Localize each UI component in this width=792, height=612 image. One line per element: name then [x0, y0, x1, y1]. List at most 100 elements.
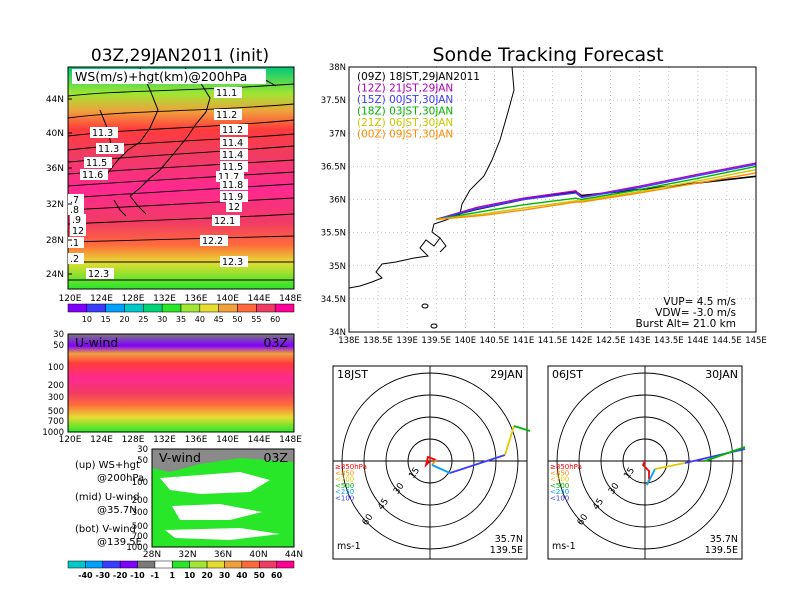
height-label-bg — [200, 235, 228, 246]
legend-bot-1: (bot) V-wind — [75, 524, 136, 535]
tracking-legend-entry: (00Z) 09JST,30JAN — [357, 129, 453, 141]
ws-colorbar-swatch — [161, 303, 182, 313]
u-wind-y-tick: 100 — [48, 363, 64, 373]
u-wind-y-tick: 1000 — [42, 428, 64, 438]
height-label-bg — [86, 268, 114, 279]
height-label-bg — [216, 171, 244, 182]
ws-lon-tick: 140E — [216, 294, 239, 304]
ws-colorbar-label: 60 — [270, 315, 280, 324]
v-wind-white-1 — [160, 472, 270, 494]
ws-colorbar-swatch — [86, 303, 106, 313]
height-label: 11.4 — [222, 138, 243, 149]
ws-colorbar: 10 15 20 25 30 35 40 45 50 55 60 — [67, 303, 295, 324]
hodograph-segment — [431, 464, 451, 474]
ws-lon-tick: 124E — [90, 294, 113, 304]
height-label: 11.8 — [222, 180, 243, 191]
wind-colorbar-swatch — [241, 560, 260, 569]
legend-mid-2: @35.7N — [97, 505, 137, 516]
height-label-bg — [220, 256, 248, 267]
height-label-bg — [68, 237, 84, 248]
wind-colorbar-label: -10 — [130, 571, 145, 580]
u-wind-x-tick: 120E — [59, 435, 82, 445]
u-wind-y-tick: 200 — [48, 381, 64, 391]
v-wind-y-tick: 300 — [132, 508, 148, 518]
ws-colorbar-swatch — [237, 303, 257, 313]
sonde-track — [436, 172, 757, 221]
height-label: 11.5 — [222, 162, 243, 173]
hodograph-date: 29JAN — [490, 368, 523, 381]
u-wind-y-tick: 500 — [48, 407, 64, 417]
u-wind-x-tick: 140E — [216, 435, 239, 445]
height-label-bg — [212, 215, 240, 226]
hodograph-level: <250 — [550, 488, 569, 496]
legend-mid-1: (mid) U-wind — [75, 492, 139, 503]
hodograph-level: <850 — [550, 469, 569, 477]
ws-colorbar-label: 35 — [176, 315, 186, 324]
hodograph-lon: 139.5E — [490, 545, 523, 556]
u-wind-label: U-wind — [75, 335, 118, 350]
hodograph-lat: 35.7N — [495, 534, 523, 545]
height-label-bg — [220, 179, 248, 190]
wind-colorbar-swatch — [154, 560, 173, 569]
sonde-tracks — [436, 162, 757, 221]
hodograph-segment — [646, 468, 656, 486]
wind-colorbar-label: 30 — [219, 571, 231, 580]
height-label: 11.3 — [98, 144, 119, 155]
legend-up-2: @200hPa — [97, 473, 144, 484]
wind-colorbar-label: 40 — [236, 571, 248, 580]
tracking-map: 38N 37.5N 37N 36.5N 36N 35.5N 35N 34.5N 34N 138E… — [321, 63, 767, 346]
height-label: .9 — [72, 215, 81, 226]
height-label: 12.3 — [222, 257, 243, 268]
tracking-lat-tick: 37.5N — [321, 96, 346, 106]
v-wind-label: V-wind — [159, 450, 201, 465]
param-vup: VUP= 4.5 m/s — [663, 296, 736, 308]
height-label: 11.9 — [222, 192, 243, 203]
height-label: .1 — [70, 238, 79, 249]
height-label: 11.5 — [86, 158, 107, 169]
sonde-track — [436, 165, 757, 221]
tracking-legend-entry: (21Z) 06JST,30JAN — [357, 117, 453, 129]
height-label-bg — [214, 109, 242, 120]
u-wind-x-ticks: 120E 124E 128E 132E 136E 140E 144E 148E — [59, 435, 303, 445]
hodograph-segment — [449, 454, 506, 474]
hodograph-level: ≥850hPa — [335, 463, 367, 471]
u-wind-x-tick: 128E — [122, 435, 145, 445]
hodograph-level: <250 — [335, 488, 354, 496]
ws-map-frame — [67, 66, 295, 290]
height-label: 12 — [228, 202, 240, 213]
height-label-bg — [90, 127, 118, 138]
height-label: 11.6 — [82, 170, 103, 181]
legend-bot-2: @139.5E — [97, 537, 142, 548]
sonde-track — [436, 169, 757, 221]
ws-map-title: 03Z,29JAN2011 (init) — [91, 46, 269, 66]
ws-lon-tick: 128E — [122, 294, 145, 304]
height-label: 11.1 — [216, 88, 237, 99]
hodograph-level: <500 — [550, 482, 569, 490]
ws-colorbar-label: 20 — [119, 315, 129, 324]
u-wind-y-tick: 30 — [53, 330, 64, 340]
tracking-coastline — [348, 66, 515, 329]
tracking-lon-tick: 144E — [687, 336, 709, 346]
hodograph-segment — [704, 446, 746, 462]
height-label: 11.2 — [222, 125, 243, 136]
ws-lon-tick: 132E — [153, 294, 176, 304]
ws-lat-tick: 40N — [46, 129, 64, 139]
ws-lat-tick: 44N — [46, 95, 64, 105]
v-wind-gray — [152, 449, 294, 472]
tracking-lon-tick: 142E — [571, 336, 593, 346]
tracking-lat-tick: 35.5N — [321, 229, 346, 239]
u-wind-x-tick: 148E — [279, 435, 302, 445]
height-label: 11.7 — [218, 172, 239, 183]
height-label-bg — [68, 194, 84, 205]
height-label: 12.3 — [88, 269, 109, 280]
tracking-lon-tick: 138E — [338, 336, 360, 346]
wind-colorbar-swatch — [67, 560, 86, 569]
hodograph-level: ≥850hPa — [550, 463, 582, 471]
v-wind-x-tick: 36N — [214, 550, 232, 560]
height-label-bg — [84, 157, 112, 168]
wind-colorbar-swatch — [258, 560, 277, 569]
tracking-title: Sonde Tracking Forecast — [432, 44, 663, 66]
ws-colorbar-label: 10 — [82, 315, 92, 324]
hodograph-unit: ms-1 — [552, 541, 576, 552]
